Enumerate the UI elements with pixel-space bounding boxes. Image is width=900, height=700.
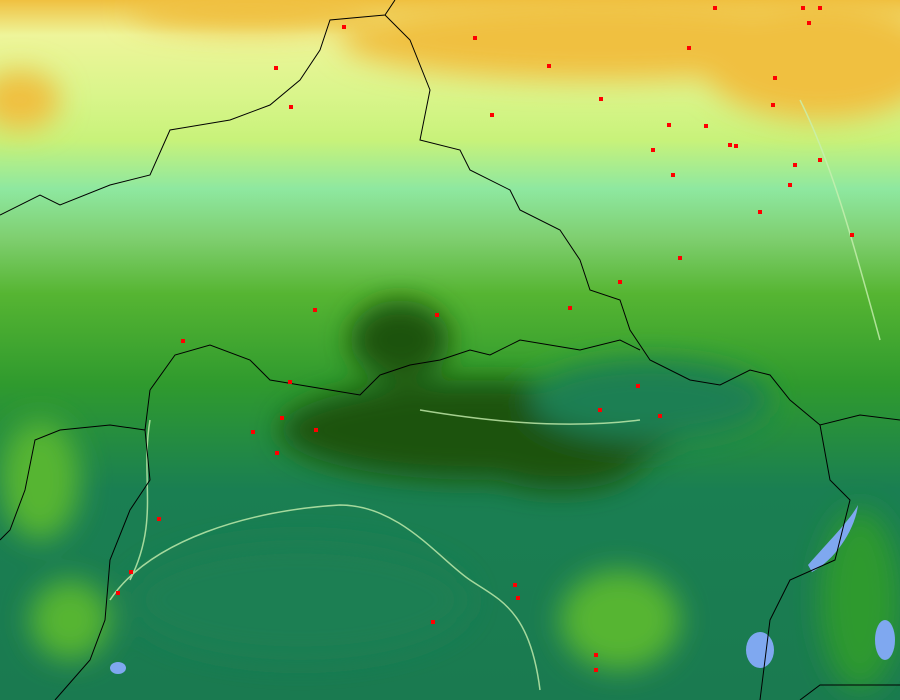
fire-point-marker bbox=[636, 384, 640, 388]
fire-point-marker bbox=[850, 233, 854, 237]
fire-point-marker bbox=[275, 451, 279, 455]
fire-point-marker bbox=[251, 430, 255, 434]
fire-point-marker bbox=[599, 97, 603, 101]
land-cover-patch bbox=[560, 570, 680, 670]
land-cover-patch bbox=[130, 540, 470, 660]
land-cover-patch bbox=[700, 0, 900, 120]
land-cover-patch bbox=[30, 580, 110, 660]
fire-point-marker bbox=[516, 596, 520, 600]
lake bbox=[875, 620, 895, 660]
fire-point-marker bbox=[807, 21, 811, 25]
fire-point-marker bbox=[713, 6, 717, 10]
fire-point-marker bbox=[667, 123, 671, 127]
fire-point-marker bbox=[314, 428, 318, 432]
fire-points bbox=[116, 6, 854, 672]
lake bbox=[746, 632, 774, 668]
fire-point-marker bbox=[288, 380, 292, 384]
fire-point-marker bbox=[568, 306, 572, 310]
fire-point-marker bbox=[818, 6, 822, 10]
border bbox=[799, 684, 900, 700]
fire-point-marker bbox=[771, 103, 775, 107]
fire-point-marker bbox=[687, 46, 691, 50]
fire-point-marker bbox=[313, 308, 317, 312]
land-cover-patch bbox=[0, 70, 60, 130]
fire-point-marker bbox=[598, 408, 602, 412]
fire-point-marker bbox=[658, 414, 662, 418]
fire-point-marker bbox=[342, 25, 346, 29]
land-cover-patch bbox=[820, 510, 900, 690]
fire-point-marker bbox=[801, 6, 805, 10]
fire-point-marker bbox=[274, 66, 278, 70]
fire-point-marker bbox=[435, 313, 439, 317]
land-cover-patch bbox=[350, 300, 450, 380]
fire-point-marker bbox=[788, 183, 792, 187]
fire-point-marker bbox=[594, 668, 598, 672]
fire-point-marker bbox=[678, 256, 682, 260]
fire-point-marker bbox=[431, 620, 435, 624]
border bbox=[149, 339, 641, 396]
land-cover-patch bbox=[0, 420, 80, 540]
fire-point-marker bbox=[280, 416, 284, 420]
fire-point-marker bbox=[289, 105, 293, 109]
fire-point-marker bbox=[671, 173, 675, 177]
lake bbox=[110, 662, 126, 674]
border bbox=[384, 14, 900, 426]
fire-point-marker bbox=[473, 36, 477, 40]
fire-point-marker bbox=[618, 280, 622, 284]
land-cover-patch bbox=[480, 430, 640, 490]
border bbox=[54, 429, 151, 700]
fire-point-marker bbox=[513, 583, 517, 587]
fire-point-marker bbox=[818, 158, 822, 162]
border bbox=[0, 389, 151, 541]
fire-point-marker bbox=[651, 148, 655, 152]
rivers bbox=[109, 99, 881, 691]
land-cover-patch bbox=[530, 360, 770, 440]
fire-point-marker bbox=[116, 591, 120, 595]
fire-point-marker bbox=[547, 64, 551, 68]
fire-point-marker bbox=[793, 163, 797, 167]
lake bbox=[808, 505, 858, 572]
fire-point-marker bbox=[181, 339, 185, 343]
fire-point-marker bbox=[758, 210, 762, 214]
fire-point-marker bbox=[594, 653, 598, 657]
fire-point-marker bbox=[129, 570, 133, 574]
border bbox=[759, 424, 851, 700]
fire-point-marker bbox=[157, 517, 161, 521]
fire-point-marker bbox=[490, 113, 494, 117]
fire-point-marker bbox=[728, 143, 732, 147]
fire-point-marker bbox=[734, 144, 738, 148]
border bbox=[0, 0, 396, 216]
fire-point-marker bbox=[704, 124, 708, 128]
land-cover-patch bbox=[130, 0, 370, 30]
fire-point-marker bbox=[773, 76, 777, 80]
